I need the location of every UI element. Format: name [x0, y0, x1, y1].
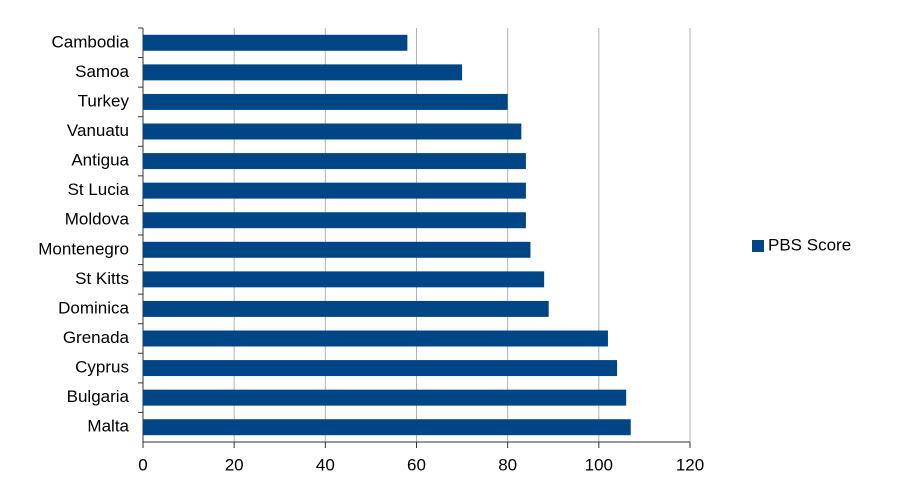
x-tick-label: 100	[585, 455, 613, 474]
bar	[143, 182, 526, 199]
y-tick-label: Moldova	[65, 210, 130, 229]
y-tick-label: Samoa	[75, 62, 129, 81]
bar	[143, 93, 508, 110]
bar	[143, 241, 531, 258]
x-tick-label: 0	[138, 455, 147, 474]
y-tick-label: Turkey	[78, 91, 130, 110]
x-tick-label: 80	[498, 455, 517, 474]
bar	[143, 360, 618, 377]
y-tick-label: Grenada	[63, 328, 130, 347]
y-tick-label: Malta	[87, 417, 129, 436]
y-tick-label: St Lucia	[68, 180, 130, 199]
bar	[143, 212, 526, 229]
x-tick-label: 120	[676, 455, 704, 474]
bar	[143, 34, 408, 51]
bar	[143, 64, 463, 81]
y-tick-label: Cyprus	[75, 358, 129, 377]
y-tick-label: St Kitts	[75, 269, 129, 288]
y-tick-label: Cambodia	[52, 32, 130, 51]
x-tick-label: 60	[407, 455, 426, 474]
y-tick-label: Antigua	[71, 151, 129, 170]
x-tick-label: 40	[316, 455, 335, 474]
bar	[143, 389, 627, 406]
y-tick-label: Vanuatu	[67, 121, 129, 140]
bar	[143, 419, 631, 436]
y-tick-label: Montenegro	[38, 239, 129, 258]
bar	[143, 153, 526, 170]
legend-label: PBS Score	[768, 235, 851, 254]
bar	[143, 123, 522, 140]
y-tick-label: Bulgaria	[67, 387, 130, 406]
x-tick-label: 20	[225, 455, 244, 474]
legend-swatch	[752, 240, 764, 252]
bar	[143, 330, 608, 347]
y-tick-label: Dominica	[58, 298, 129, 317]
bar	[143, 271, 545, 288]
bar	[143, 300, 549, 317]
